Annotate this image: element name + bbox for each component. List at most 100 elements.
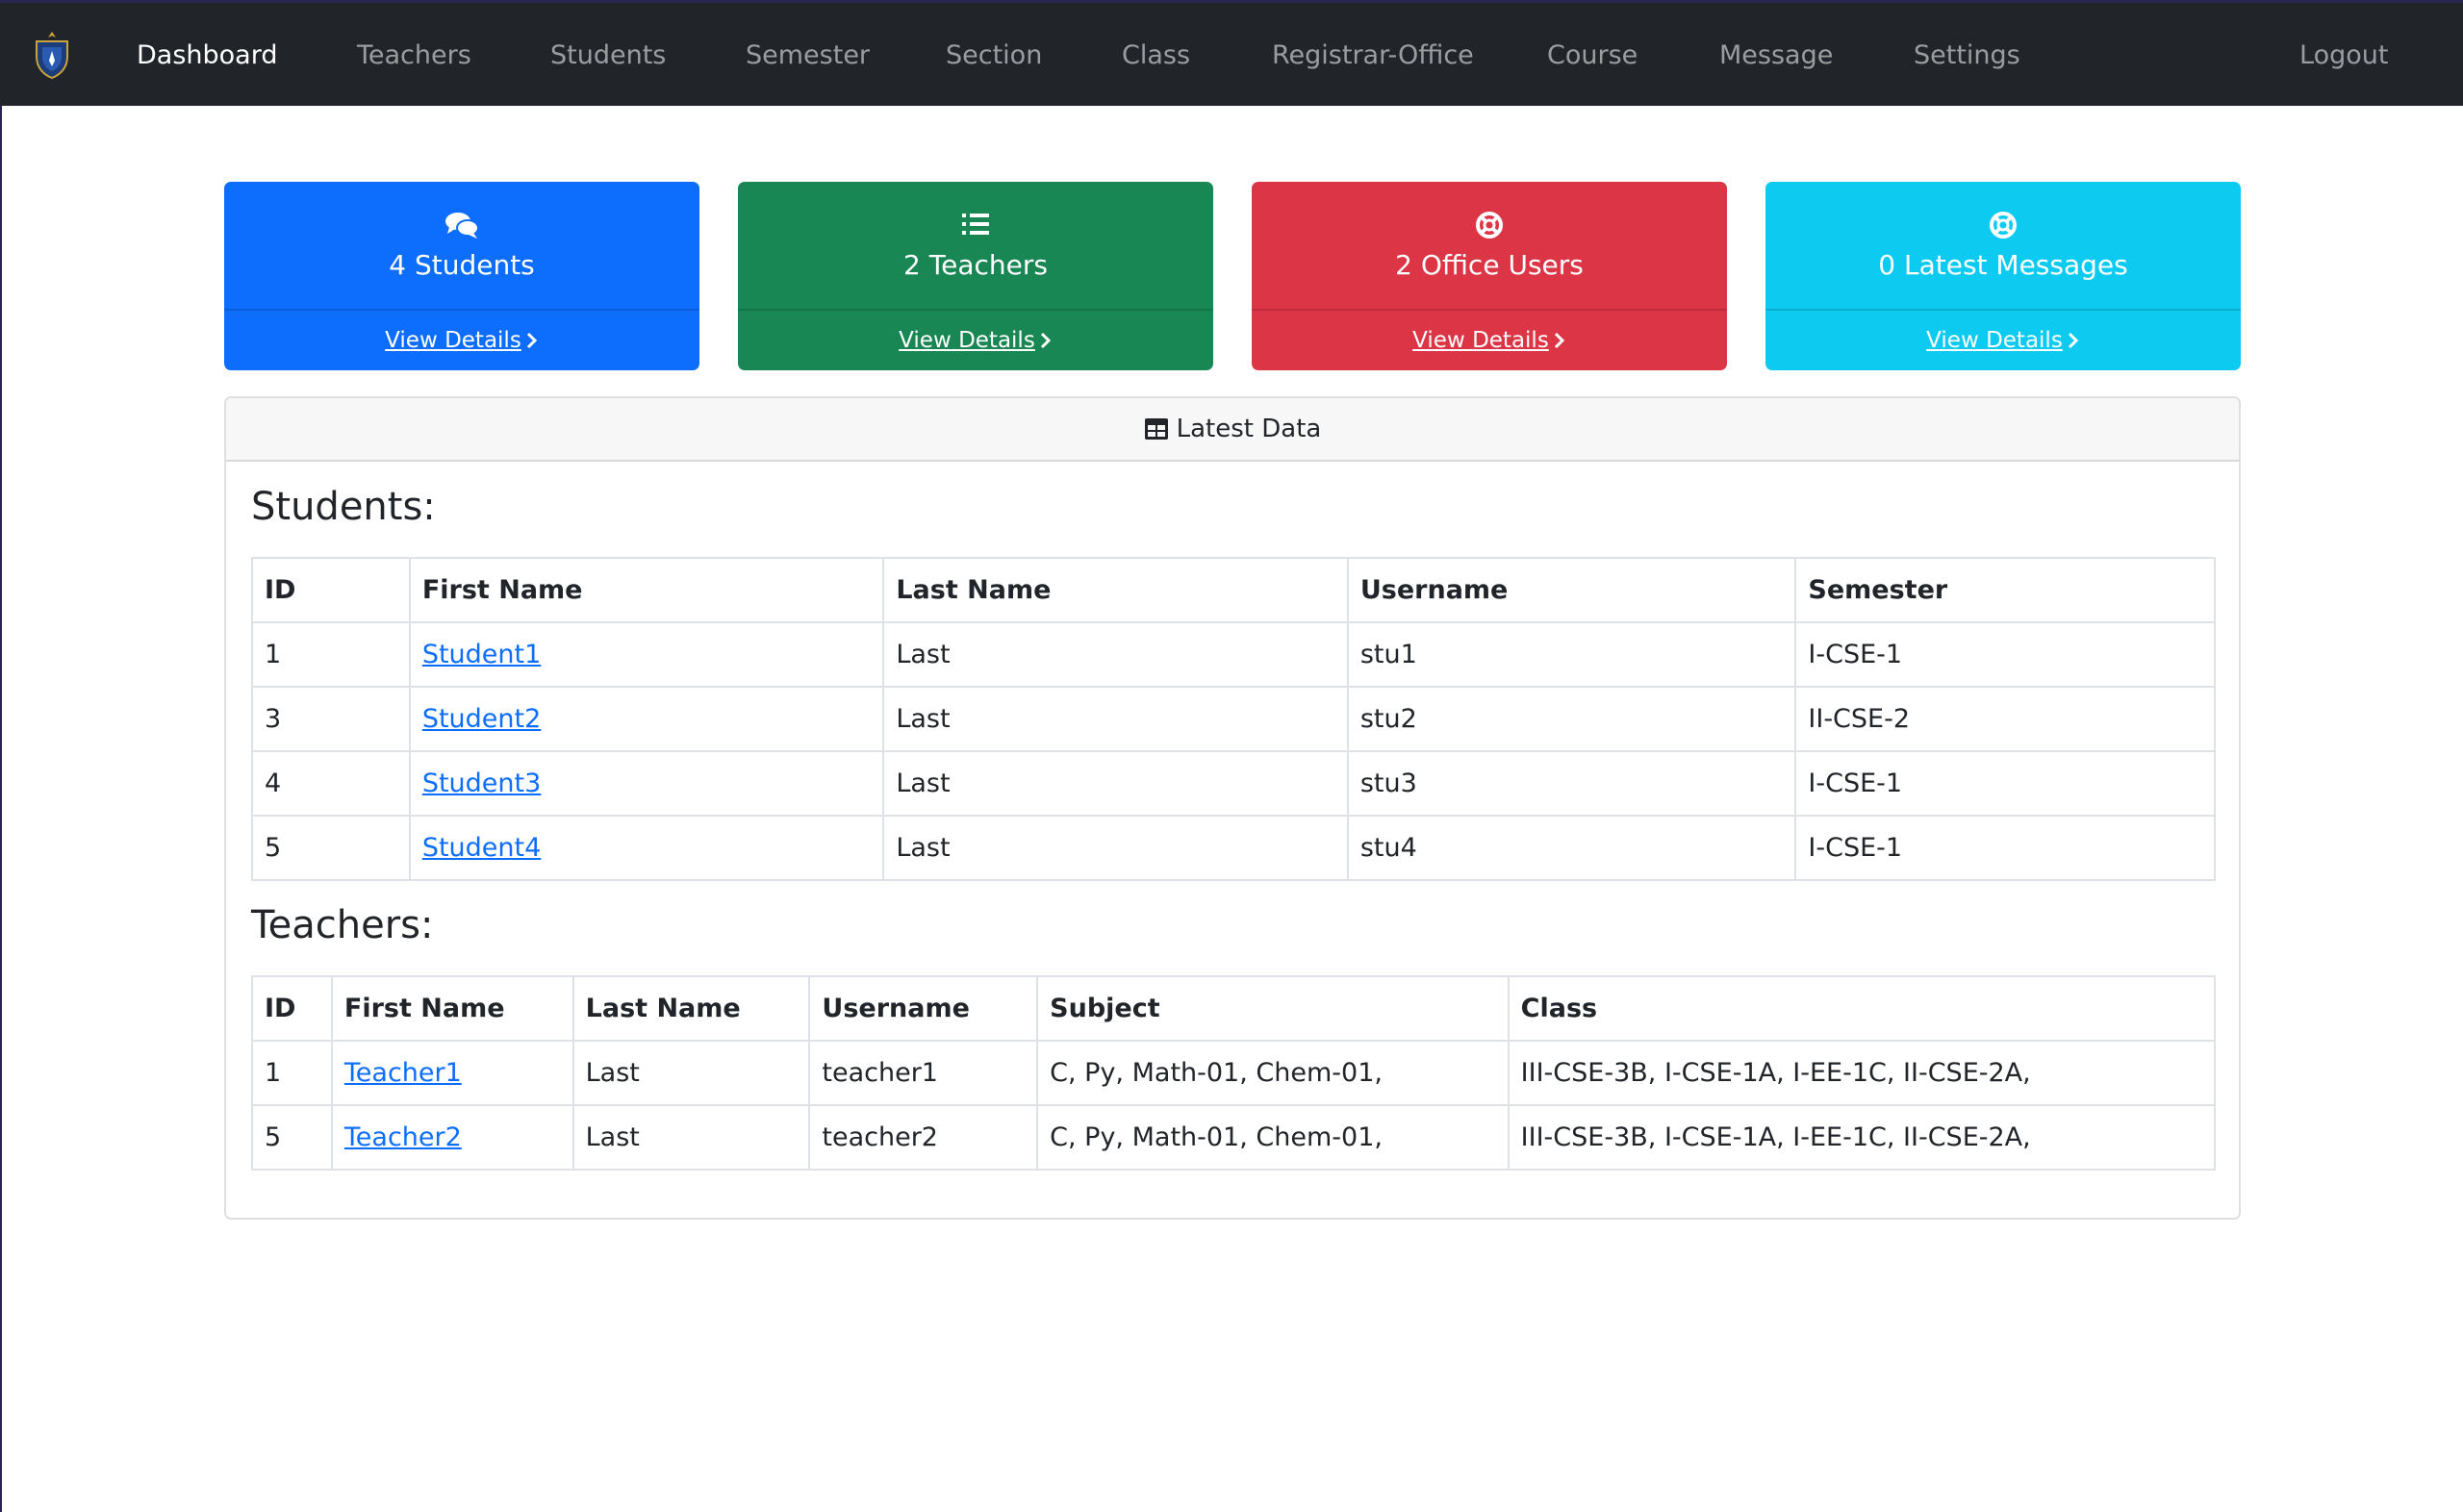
student-last-name: Last — [882, 815, 1349, 881]
view-details-label: View Details — [1412, 328, 1549, 353]
chevron-right-icon — [526, 332, 537, 349]
office-users-view-details-link[interactable]: View Details — [1252, 311, 1727, 370]
students-section-title: Students: — [251, 485, 436, 529]
comments-icon — [445, 213, 479, 239]
teachers-view-details-link[interactable]: View Details — [738, 311, 1213, 370]
nav-settings[interactable]: Settings — [1914, 40, 2020, 70]
teachers-count: 2 Teachers — [903, 249, 1048, 281]
student-username: stu2 — [1346, 686, 1797, 752]
table-row: 5 Teacher2 Last teacher2 C, Py, Math-01,… — [251, 1104, 2217, 1171]
view-details-label: View Details — [1926, 328, 2063, 353]
table-icon — [1144, 418, 1168, 440]
list-icon — [962, 214, 989, 235]
column-header: ID — [251, 975, 333, 1042]
nav-class[interactable]: Class — [1122, 40, 1191, 70]
chevron-right-icon — [1040, 332, 1051, 349]
teacher-id: 5 — [251, 1104, 333, 1171]
table-row: 5 Student4 Last stu4 I-CSE-1 — [251, 815, 2216, 881]
teacher-class: III-CSE-3B, I-CSE-1A, I-EE-1C, II-CSE-2A… — [1507, 1040, 2217, 1106]
teacher-last-name: Last — [571, 1040, 811, 1106]
student-name-link[interactable]: Student3 — [421, 769, 542, 798]
column-header: First Name — [408, 557, 885, 623]
column-header: Subject — [1036, 975, 1510, 1042]
teacher-id: 1 — [251, 1040, 333, 1106]
chevron-right-icon — [1554, 332, 1564, 349]
students-count: 4 Students — [389, 249, 535, 281]
teacher-last-name: Last — [571, 1104, 811, 1171]
column-header: Last Name — [571, 975, 811, 1042]
nav-registrar-office[interactable]: Registrar-Office — [1272, 40, 1474, 70]
student-semester: I-CSE-1 — [1794, 621, 2216, 688]
student-name-link[interactable]: Student4 — [421, 833, 542, 863]
column-header: ID — [251, 557, 411, 623]
students-view-details-link[interactable]: View Details — [224, 311, 699, 370]
life-ring-icon — [1476, 212, 1503, 239]
nav-semester[interactable]: Semester — [746, 40, 871, 70]
nav-teachers[interactable]: Teachers — [357, 40, 471, 70]
student-semester: I-CSE-1 — [1794, 750, 2216, 817]
student-id: 3 — [251, 686, 411, 752]
chevron-right-icon — [2068, 332, 2078, 349]
office-users-count: 2 Office Users — [1395, 249, 1584, 281]
nav-logout[interactable]: Logout — [2299, 40, 2389, 70]
office-users-card: 2 Office Users View Details — [1252, 182, 1727, 370]
teacher-username: teacher2 — [808, 1104, 1039, 1171]
students-table: ID First Name Last Name Username Semeste… — [251, 557, 2216, 881]
column-header: First Name — [330, 975, 574, 1042]
teacher-name-link[interactable]: Teacher1 — [343, 1058, 462, 1088]
card-divider — [1252, 309, 1727, 311]
card-divider — [224, 309, 699, 311]
latest-data-header: Latest Data — [226, 398, 2239, 462]
school-logo-icon[interactable] — [33, 28, 71, 80]
teacher-class: III-CSE-3B, I-CSE-1A, I-EE-1C, II-CSE-2A… — [1507, 1104, 2217, 1171]
student-id: 1 — [251, 621, 411, 688]
teachers-table: ID First Name Last Name Username Subject… — [251, 975, 2217, 1171]
table-row: 3 Student2 Last stu2 II-CSE-2 — [251, 686, 2216, 752]
view-details-label: View Details — [899, 328, 1035, 353]
table-row: 4 Student3 Last stu3 I-CSE-1 — [251, 750, 2216, 817]
teachers-card: 2 Teachers View Details — [738, 182, 1213, 370]
student-username: stu1 — [1346, 621, 1797, 688]
column-header: Last Name — [882, 557, 1349, 623]
column-header: Username — [808, 975, 1039, 1042]
nav-section[interactable]: Section — [946, 40, 1043, 70]
latest-data-title: Latest Data — [1176, 415, 1322, 443]
teacher-subject: C, Py, Math-01, Chem-01, — [1036, 1104, 1510, 1171]
nav-course[interactable]: Course — [1547, 40, 1638, 70]
messages-count: 0 Latest Messages — [1878, 249, 2128, 281]
student-name-link[interactable]: Student2 — [421, 704, 542, 734]
teacher-subject: C, Py, Math-01, Chem-01, — [1036, 1040, 1510, 1106]
card-divider — [738, 309, 1213, 311]
student-last-name: Last — [882, 750, 1349, 817]
nav-message[interactable]: Message — [1719, 40, 1834, 70]
student-last-name: Last — [882, 621, 1349, 688]
table-row: 1 Student1 Last stu1 I-CSE-1 — [251, 621, 2216, 688]
column-header: Semester — [1794, 557, 2216, 623]
student-semester: II-CSE-2 — [1794, 686, 2216, 752]
teacher-name-link[interactable]: Teacher2 — [343, 1122, 462, 1152]
column-header: Username — [1346, 557, 1797, 623]
table-header-row: ID First Name Last Name Username Subject… — [251, 975, 2217, 1042]
student-username: stu3 — [1346, 750, 1797, 817]
students-card: 4 Students View Details — [224, 182, 699, 370]
student-username: stu4 — [1346, 815, 1797, 881]
latest-data-panel: Latest Data Students: ID First Name Last… — [224, 396, 2241, 1220]
teacher-username: teacher1 — [808, 1040, 1039, 1106]
teachers-section-title: Teachers: — [251, 903, 434, 947]
top-navbar: Dashboard Teachers Students Semester Sec… — [0, 0, 2463, 106]
column-header: Class — [1507, 975, 2217, 1042]
table-header-row: ID First Name Last Name Username Semeste… — [251, 557, 2216, 623]
student-name-link[interactable]: Student1 — [421, 640, 542, 669]
messages-view-details-link[interactable]: View Details — [1765, 311, 2241, 370]
student-last-name: Last — [882, 686, 1349, 752]
table-row: 1 Teacher1 Last teacher1 C, Py, Math-01,… — [251, 1040, 2217, 1106]
student-semester: I-CSE-1 — [1794, 815, 2216, 881]
messages-card: 0 Latest Messages View Details — [1765, 182, 2241, 370]
student-id: 4 — [251, 750, 411, 817]
student-id: 5 — [251, 815, 411, 881]
nav-dashboard[interactable]: Dashboard — [137, 40, 278, 70]
view-details-label: View Details — [385, 328, 521, 353]
life-ring-icon — [1990, 212, 2017, 239]
card-divider — [1765, 309, 2241, 311]
nav-students[interactable]: Students — [550, 40, 667, 70]
